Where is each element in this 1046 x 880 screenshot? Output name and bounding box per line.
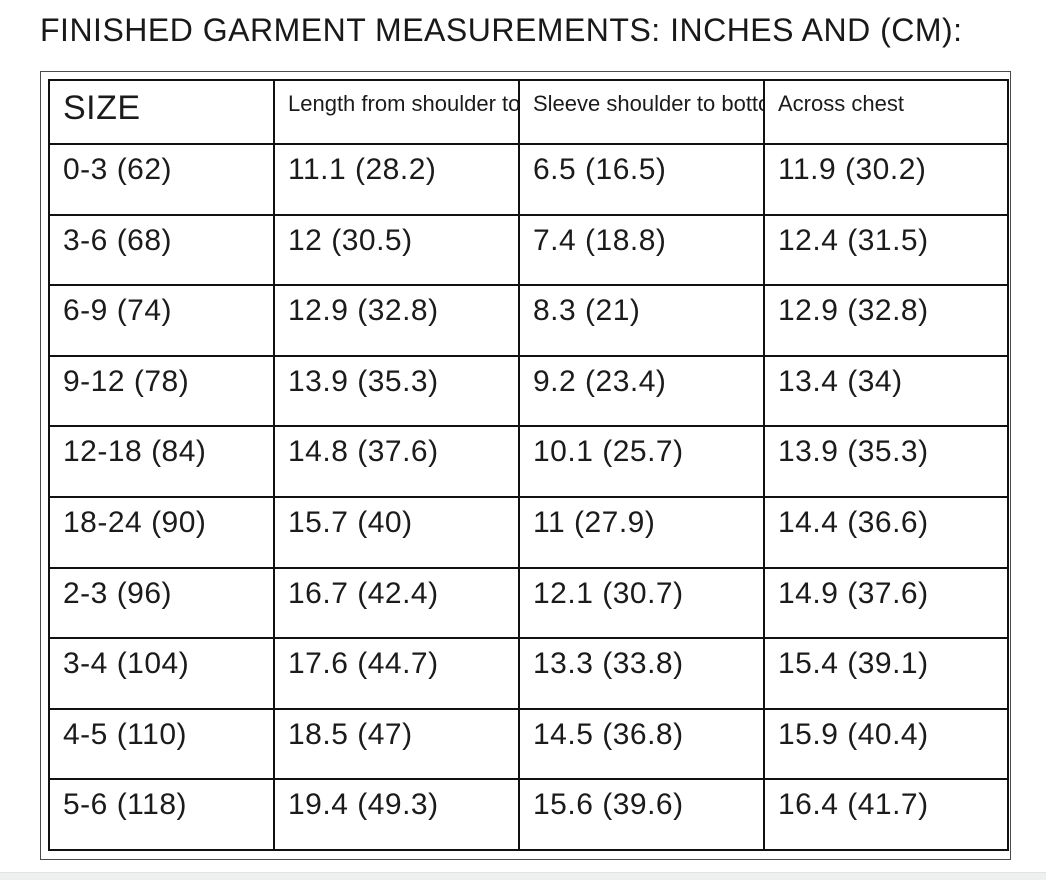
table-row: 9-12 (78) 13.9 (35.3) 9.2 (23.4) 13.4 (34)	[48, 354, 1009, 428]
measurement-cell: 7.4 (18.8)	[518, 213, 765, 287]
measurement-cell: 15.4 (39.1)	[763, 637, 1009, 710]
measurement-cell: 16.7 (42.4)	[273, 566, 520, 640]
size-cell: 2-3 (96)	[48, 566, 275, 640]
size-cell: 18-24 (90)	[48, 495, 275, 569]
measurement-cell: 13.9 (35.3)	[763, 425, 1009, 498]
measurement-cell: 12.9 (32.8)	[763, 284, 1009, 357]
measurement-cell: 14.5 (36.8)	[518, 707, 765, 781]
size-cell: 12-18 (84)	[48, 425, 275, 498]
measurement-cell: 12.4 (31.5)	[763, 213, 1009, 287]
measurement-cell: 13.9 (35.3)	[273, 354, 520, 428]
measurement-cell: 15.9 (40.4)	[763, 707, 1009, 781]
page-title: FINISHED GARMENT MEASUREMENTS: INCHES AN…	[40, 12, 963, 48]
table-row: 3-4 (104) 17.6 (44.7) 13.3 (33.8) 15.4 (39.…	[48, 637, 1009, 710]
table-row: 3-6 (68) 12 (30.5) 7.4 (18.8) 12.4 (31.5)	[48, 213, 1009, 287]
measurement-cell: 11 (27.9)	[518, 495, 765, 569]
header-row: SIZE Length from shoulder to front hem S…	[48, 79, 1009, 145]
measurement-table: SIZE Length from shoulder to front hem S…	[48, 79, 1009, 851]
size-cell: 4-5 (110)	[48, 707, 275, 781]
measurement-cell: 15.6 (39.6)	[518, 778, 765, 851]
measurement-cell: 12.9 (32.8)	[273, 284, 520, 357]
measurement-cell: 11.9 (30.2)	[763, 143, 1009, 216]
measurement-cell: 13.4 (34)	[763, 354, 1009, 428]
table-row: 4-5 (110) 18.5 (47) 14.5 (36.8) 15.9 (40.4)	[48, 707, 1009, 781]
measurement-cell: 18.5 (47)	[273, 707, 520, 781]
column-header-size: SIZE	[48, 79, 275, 145]
size-cell: 0-3 (62)	[48, 143, 275, 216]
page-bottom-strip	[0, 872, 1046, 880]
table-row: 18-24 (90) 15.7 (40) 11 (27.9) 14.4 (36.6)	[48, 495, 1009, 569]
measurement-cell: 10.1 (25.7)	[518, 425, 765, 498]
measurement-cell: 12 (30.5)	[273, 213, 520, 287]
measurement-cell: 17.6 (44.7)	[273, 637, 520, 710]
table-header: SIZE Length from shoulder to front hem S…	[48, 79, 1009, 145]
column-header-sleeve-shoulder-to-cuff: Sleeve shoulder to bottom of cuff	[518, 79, 765, 145]
table-row: 6-9 (74) 12.9 (32.8) 8.3 (21) 12.9 (32.8)	[48, 284, 1009, 357]
measurement-cell: 9.2 (23.4)	[518, 354, 765, 428]
table-row: 5-6 (118) 19.4 (49.3) 15.6 (39.6) 16.4 (41.…	[48, 778, 1009, 851]
size-cell: 6-9 (74)	[48, 284, 275, 357]
measurement-table-frame: SIZE Length from shoulder to front hem S…	[40, 71, 1011, 860]
table-body: 0-3 (62) 11.1 (28.2) 6.5 (16.5) 11.9 (30.2)…	[48, 143, 1009, 851]
column-header-across-chest: Across chest	[763, 79, 1009, 145]
size-cell: 3-6 (68)	[48, 213, 275, 287]
size-cell: 5-6 (118)	[48, 778, 275, 851]
measurement-cell: 14.9 (37.6)	[763, 566, 1009, 640]
size-cell: 3-4 (104)	[48, 637, 275, 710]
table-row: 0-3 (62) 11.1 (28.2) 6.5 (16.5) 11.9 (30.2)	[48, 143, 1009, 216]
table-row: 2-3 (96) 16.7 (42.4) 12.1 (30.7) 14.9 (37.6…	[48, 566, 1009, 640]
measurement-cell: 15.7 (40)	[273, 495, 520, 569]
measurement-cell: 14.8 (37.6)	[273, 425, 520, 498]
table-row: 12-18 (84) 14.8 (37.6) 10.1 (25.7) 13.9 (35…	[48, 425, 1009, 498]
measurement-cell: 11.1 (28.2)	[273, 143, 520, 216]
measurement-cell: 19.4 (49.3)	[273, 778, 520, 851]
column-header-length-shoulder-to-hem: Length from shoulder to front hem	[273, 79, 520, 145]
measurement-cell: 14.4 (36.6)	[763, 495, 1009, 569]
measurement-cell: 16.4 (41.7)	[763, 778, 1009, 851]
measurement-cell: 13.3 (33.8)	[518, 637, 765, 710]
size-cell: 9-12 (78)	[48, 354, 275, 428]
measurement-cell: 12.1 (30.7)	[518, 566, 765, 640]
measurement-cell: 8.3 (21)	[518, 284, 765, 357]
measurement-cell: 6.5 (16.5)	[518, 143, 765, 216]
